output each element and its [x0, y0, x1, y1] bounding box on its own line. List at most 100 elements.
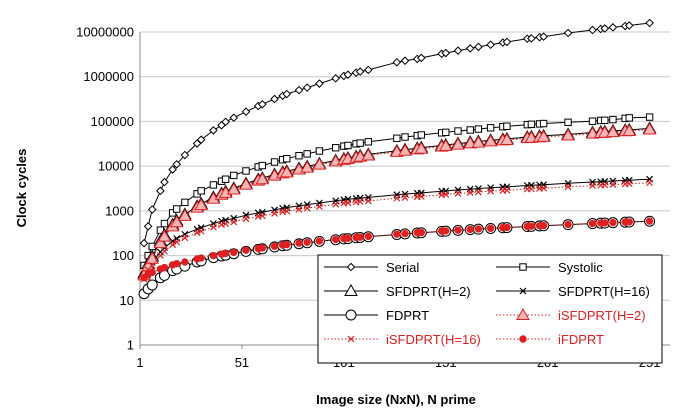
data-point-systolic	[466, 126, 474, 134]
data-point-ifdprt	[283, 240, 291, 249]
data-point-serial	[400, 56, 410, 66]
data-point-systolic	[168, 209, 177, 217]
legend-marker	[346, 262, 356, 272]
data-point-ifdprt	[625, 218, 633, 226]
data-point-serial	[502, 37, 512, 47]
data-point-serial	[315, 79, 324, 88]
data-point-serial	[486, 40, 495, 50]
data-point-systolic	[442, 128, 450, 137]
data-point-ifdprt	[474, 225, 483, 233]
data-point-isfdprt-h-2	[438, 139, 453, 152]
data-point-isfdprt-h-16	[197, 227, 205, 235]
data-point-ifdprt	[315, 237, 324, 245]
data-point-serial	[608, 23, 618, 32]
data-point-serial	[588, 25, 597, 35]
data-point-serial	[392, 57, 402, 67]
data-point-isfdprt-h-2	[622, 123, 637, 136]
data-point-systolic	[393, 134, 401, 142]
data-point-systolic	[356, 139, 364, 147]
data-point-serial	[209, 126, 218, 135]
data-point-isfdprt-h-2	[145, 251, 160, 264]
data-point-systolic	[258, 161, 267, 170]
data-point-serial	[474, 42, 483, 52]
data-point-ifdprt	[295, 239, 303, 247]
data-point-ifdprt	[331, 235, 340, 244]
data-point-isfdprt-h-16	[230, 218, 238, 226]
data-point-ifdprt	[160, 263, 169, 272]
data-point-serial	[600, 24, 610, 33]
data-point-isfdprt-h-16	[148, 262, 156, 269]
data-point-systolic	[401, 133, 409, 141]
data-point-systolic	[270, 158, 279, 166]
data-point-systolic	[364, 138, 373, 146]
data-point-serial	[172, 159, 181, 169]
legend-label: FDPRT	[386, 308, 429, 323]
data-point-ifdprt	[609, 218, 617, 227]
legend-box	[317, 254, 663, 364]
data-point-serial	[453, 46, 463, 55]
data-point-serial	[302, 83, 312, 92]
y-tick-label: 1000000	[83, 69, 134, 84]
data-point-serial	[331, 74, 340, 83]
data-point-serial	[196, 135, 206, 145]
data-point-isfdprt-h-2	[239, 177, 253, 190]
series-ifdprt	[140, 217, 654, 282]
data-point-isfdprt-h-2	[226, 182, 241, 195]
legend-item-fdprt: FDPRT	[324, 308, 429, 323]
data-point-isfdprt-h-16	[315, 203, 323, 210]
data-point-isfdprt-h-2	[536, 129, 551, 142]
data-point-ifdprt	[601, 219, 609, 227]
series-systolic	[140, 113, 654, 270]
data-point-serial	[465, 44, 475, 53]
data-point-ifdprt	[454, 226, 462, 234]
data-point-serial	[241, 107, 251, 117]
data-point-systolic	[564, 118, 572, 127]
data-point-serial	[624, 21, 634, 30]
data-point-ifdprt	[242, 246, 250, 254]
data-point-isfdprt-h-16	[442, 191, 450, 198]
data-point-systolic	[527, 120, 536, 128]
data-point-isfdprt-h-16	[503, 186, 511, 194]
data-point-serial	[160, 177, 169, 187]
data-point-systolic	[344, 141, 352, 150]
legend-item-sfdprt-h-2: SFDPRT(H=2)	[324, 283, 471, 299]
data-point-systolic	[181, 198, 189, 207]
data-point-isfdprt-h-2	[471, 135, 486, 148]
data-point-ifdprt	[303, 238, 311, 247]
legend-label: Serial	[386, 260, 419, 275]
data-point-systolic	[588, 117, 597, 125]
legend-marker	[347, 335, 355, 343]
data-point-isfdprt-h-2	[194, 198, 209, 211]
data-point-isfdprt-h-2	[279, 165, 294, 178]
data-point-ifdprt	[209, 251, 218, 260]
data-point-isfdprt-h-16	[454, 190, 462, 197]
legend-label: iSFDPRT(H=16)	[386, 332, 481, 347]
data-point-systolic	[645, 113, 654, 121]
data-point-isfdprt-h-2	[606, 125, 620, 138]
data-point-ifdprt	[230, 248, 238, 257]
data-point-serial	[527, 34, 536, 43]
data-point-systolic	[601, 116, 609, 124]
data-point-systolic	[209, 181, 218, 189]
series-isfdprt-h-16	[140, 179, 654, 283]
data-point-systolic	[148, 242, 156, 251]
data-point-isfdprt-h-16	[218, 221, 225, 229]
data-point-systolic	[160, 219, 169, 228]
data-point-systolic	[474, 125, 483, 133]
data-point-isfdprt-h-2	[300, 160, 315, 173]
series-line-serial	[143, 22, 650, 244]
data-point-serial	[168, 165, 177, 174]
legend-marker	[345, 309, 357, 321]
y-tick-label: 1000	[105, 203, 134, 218]
data-point-isfdprt-h-16	[527, 185, 535, 193]
data-point-isfdprt-h-16	[589, 182, 596, 189]
legend-item-isfdprt-h-2: iSFDPRT(H=2)	[496, 307, 646, 323]
data-point-isfdprt-h-2	[153, 236, 168, 249]
data-point-ifdprt	[172, 259, 181, 268]
data-point-serial	[147, 205, 157, 214]
legend-item-isfdprt-h-16: iSFDPRT(H=16)	[324, 332, 481, 347]
data-point-systolic	[625, 114, 633, 122]
x-axis-title: Image size (NxN), N prime	[316, 392, 476, 407]
data-point-ifdprt	[564, 220, 572, 229]
data-point-isfdprt-h-16	[364, 197, 372, 205]
